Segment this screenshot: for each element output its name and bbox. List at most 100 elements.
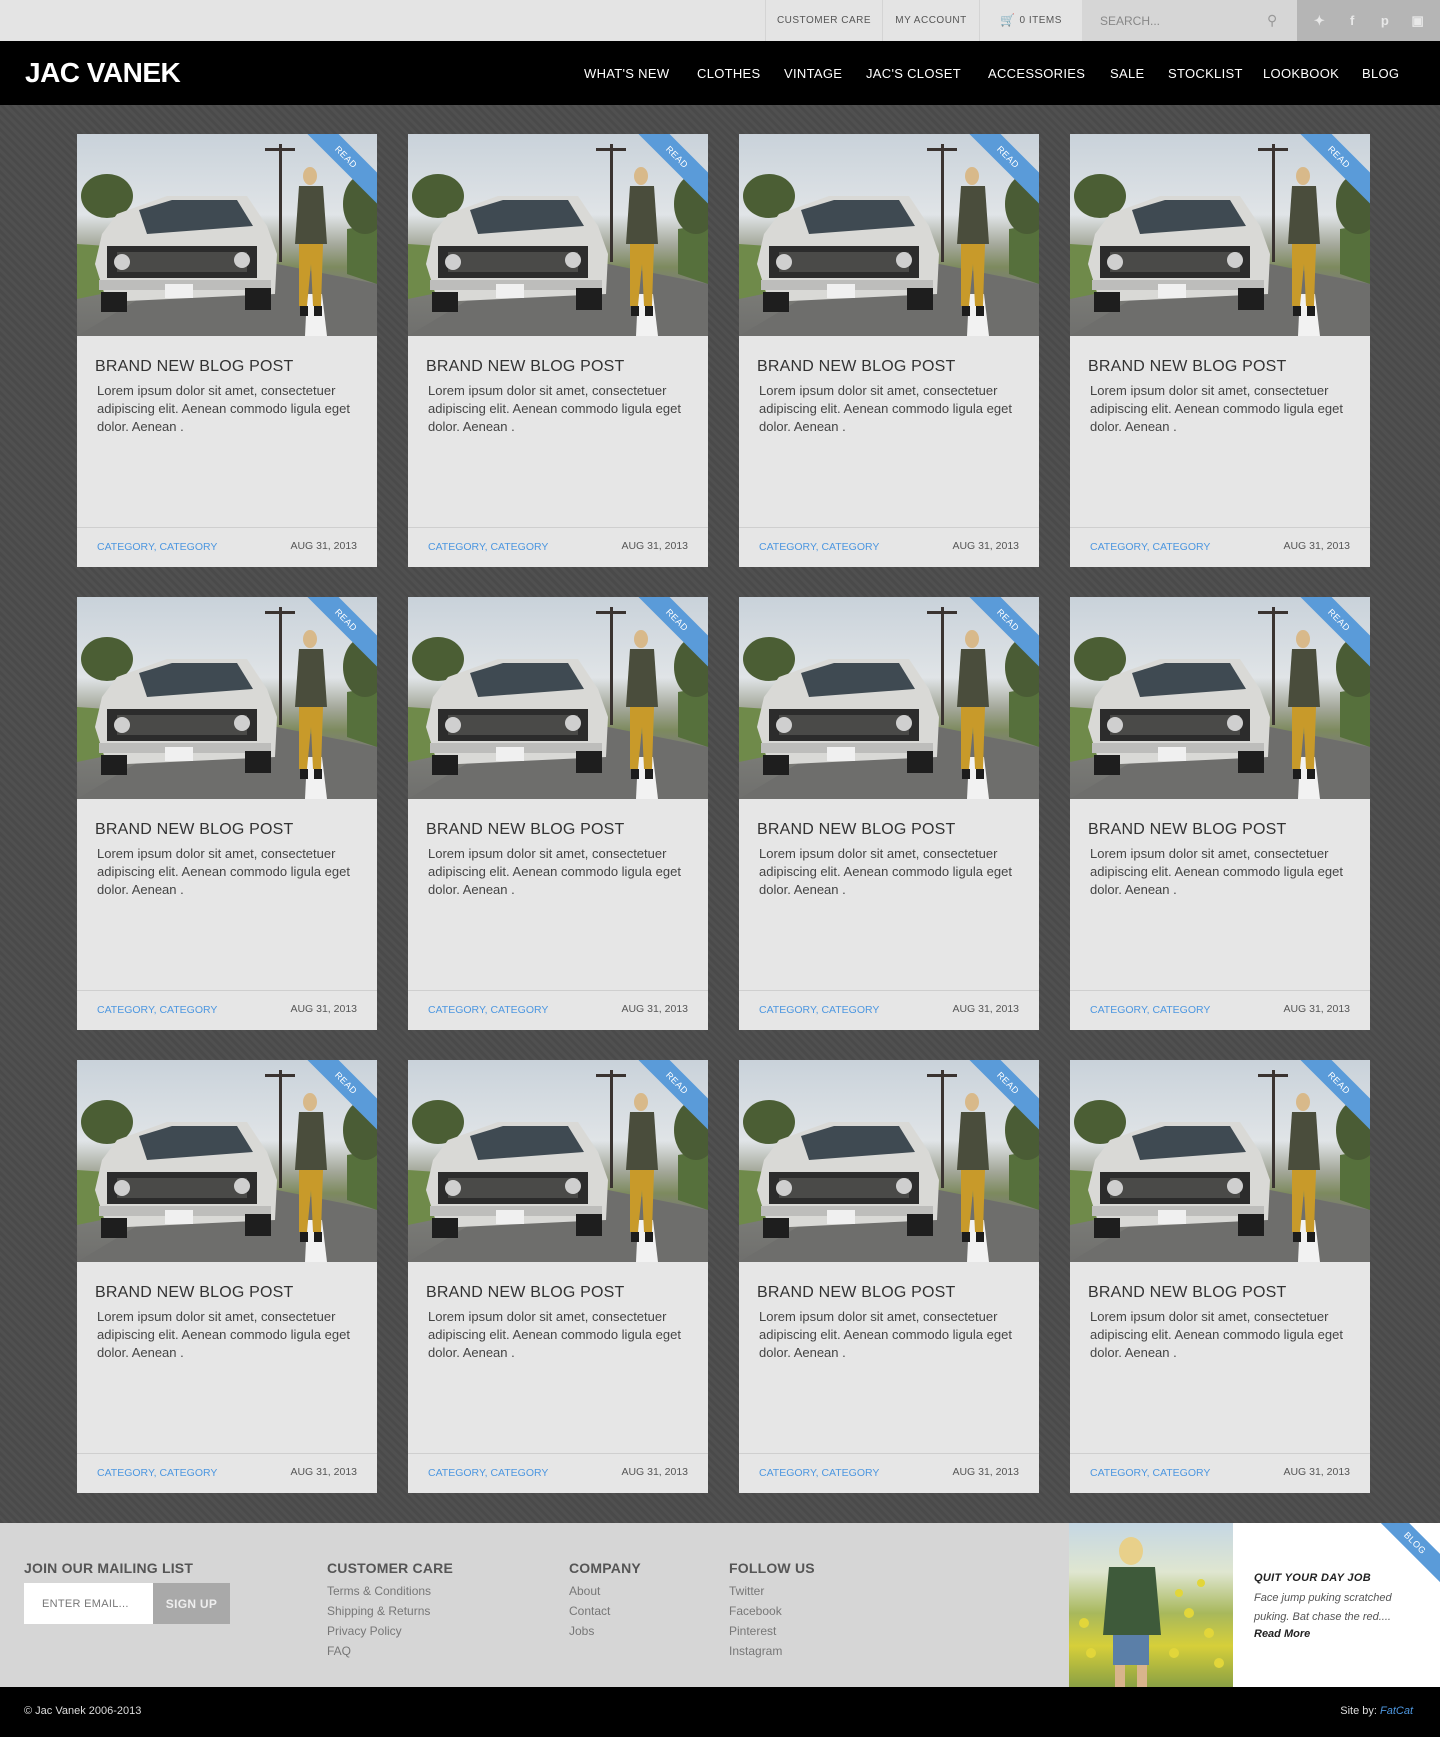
blog-card-title[interactable]: BRAND NEW BLOG POST: [1088, 821, 1287, 838]
email-field[interactable]: [24, 1583, 153, 1624]
pinterest-icon[interactable]: p: [1380, 13, 1389, 28]
blog-card-categories: CATEGORY, CATEGORY: [1090, 1467, 1211, 1479]
category-link[interactable]: CATEGORY: [1152, 1004, 1211, 1016]
blog-card-categories: CATEGORY, CATEGORY: [759, 1467, 880, 1479]
blog-card[interactable]: READ BRAND NEW BLOG POST Lorem ipsum dol…: [408, 134, 708, 567]
nav-blog[interactable]: BLOG: [1362, 66, 1400, 81]
footer-link-twitter[interactable]: Twitter: [729, 1584, 765, 1598]
blog-card-image[interactable]: READ: [739, 597, 1039, 799]
blog-card-title[interactable]: BRAND NEW BLOG POST: [757, 1284, 956, 1301]
blog-card-title[interactable]: BRAND NEW BLOG POST: [757, 821, 956, 838]
category-link[interactable]: CATEGORY: [1152, 1467, 1211, 1479]
category-link[interactable]: CATEGORY: [428, 1004, 485, 1016]
customer-care-link[interactable]: CUSTOMER CARE: [765, 0, 882, 41]
blog-card[interactable]: READ BRAND NEW BLOG POST Lorem ipsum dol…: [739, 134, 1039, 567]
category-link[interactable]: CATEGORY: [97, 541, 154, 553]
nav-lookbook[interactable]: LOOKBOOK: [1263, 66, 1340, 81]
site-credit-link[interactable]: FatCat: [1379, 1705, 1413, 1717]
nav-stocklist[interactable]: STOCKLIST: [1168, 66, 1243, 81]
category-link[interactable]: CATEGORY: [821, 541, 880, 553]
blog-card-title[interactable]: BRAND NEW BLOG POST: [95, 358, 294, 375]
footer-link-privacy[interactable]: Privacy Policy: [327, 1624, 402, 1638]
blog-card-title[interactable]: BRAND NEW BLOG POST: [1088, 358, 1287, 375]
blog-card-image[interactable]: READ: [408, 597, 708, 799]
blog-card-title[interactable]: BRAND NEW BLOG POST: [757, 358, 956, 375]
category-link[interactable]: CATEGORY: [490, 1467, 549, 1479]
category-link[interactable]: CATEGORY: [428, 1467, 485, 1479]
twitter-icon[interactable]: ✦: [1313, 12, 1325, 28]
instagram-icon[interactable]: ▣: [1411, 12, 1424, 28]
category-link[interactable]: CATEGORY: [1090, 1004, 1147, 1016]
blog-card[interactable]: READ BRAND NEW BLOG POST Lorem ipsum dol…: [1070, 597, 1370, 1030]
nav-accessories[interactable]: ACCESSORIES: [988, 66, 1086, 81]
read-more-link[interactable]: Read More: [1254, 1628, 1311, 1640]
cart-icon: 🛒: [1000, 13, 1016, 27]
blog-card-image[interactable]: READ: [1070, 597, 1370, 799]
promo-title[interactable]: QUIT YOUR DAY JOB: [1254, 1572, 1371, 1584]
blog-card-title[interactable]: BRAND NEW BLOG POST: [1088, 1284, 1287, 1301]
category-link[interactable]: CATEGORY: [759, 1004, 816, 1016]
nav-jacs-closet[interactable]: JAC'S CLOSET: [866, 66, 961, 81]
category-link[interactable]: CATEGORY: [159, 1004, 218, 1016]
footer-link-pinterest[interactable]: Pinterest: [729, 1624, 777, 1638]
category-link[interactable]: CATEGORY: [821, 1004, 880, 1016]
blog-card-image[interactable]: READ: [1070, 134, 1370, 336]
blog-card[interactable]: READ BRAND NEW BLOG POST Lorem ipsum dol…: [408, 1060, 708, 1493]
blog-card-image[interactable]: READ: [739, 1060, 1039, 1262]
nav-clothes[interactable]: CLOTHES: [697, 66, 761, 81]
nav-whats-new[interactable]: WHAT'S NEW: [584, 66, 670, 81]
blog-card[interactable]: READ BRAND NEW BLOG POST Lorem ipsum dol…: [739, 1060, 1039, 1493]
site-logo[interactable]: JAC VANEK: [25, 57, 181, 88]
footer-link-instagram[interactable]: Instagram: [729, 1644, 783, 1658]
blog-card[interactable]: READ BRAND NEW BLOG POST Lorem ipsum dol…: [739, 597, 1039, 1030]
promo-image[interactable]: [1069, 1523, 1233, 1687]
nav-sale[interactable]: SALE: [1110, 66, 1145, 81]
category-link[interactable]: CATEGORY: [759, 541, 816, 553]
category-link[interactable]: CATEGORY: [428, 541, 485, 553]
category-link[interactable]: CATEGORY: [821, 1467, 880, 1479]
blog-card-image[interactable]: READ: [408, 134, 708, 336]
my-account-link[interactable]: MY ACCOUNT: [882, 0, 979, 41]
blog-card[interactable]: READ BRAND NEW BLOG POST Lorem ipsum dol…: [77, 134, 377, 567]
category-link[interactable]: CATEGORY: [759, 1467, 816, 1479]
footer-link-jobs[interactable]: Jobs: [569, 1624, 595, 1638]
blog-card-image[interactable]: READ: [77, 1060, 377, 1262]
footer-link-faq[interactable]: FAQ: [327, 1644, 352, 1658]
blog-card-image[interactable]: READ: [739, 134, 1039, 336]
blog-card[interactable]: READ BRAND NEW BLOG POST Lorem ipsum dol…: [77, 597, 377, 1030]
blog-card-title[interactable]: BRAND NEW BLOG POST: [426, 1284, 625, 1301]
category-link[interactable]: CATEGORY: [97, 1467, 154, 1479]
category-link[interactable]: CATEGORY: [159, 1467, 218, 1479]
footer-link-shipping[interactable]: Shipping & Returns: [327, 1604, 431, 1618]
signup-button[interactable]: SIGN UP: [153, 1583, 230, 1624]
category-link[interactable]: CATEGORY: [1090, 1467, 1147, 1479]
facebook-icon[interactable]: f: [1349, 13, 1355, 28]
blog-card-excerpt: Lorem ipsum dolor sit amet, consectetuer…: [428, 1309, 681, 1360]
category-link[interactable]: CATEGORY: [490, 1004, 549, 1016]
footer-link-terms[interactable]: Terms & Conditions: [327, 1584, 432, 1598]
blog-card-title[interactable]: BRAND NEW BLOG POST: [426, 821, 625, 838]
nav-vintage[interactable]: VINTAGE: [784, 66, 843, 81]
blog-card-title[interactable]: BRAND NEW BLOG POST: [95, 1284, 294, 1301]
blog-card-image[interactable]: READ: [77, 597, 377, 799]
blog-card-image[interactable]: READ: [408, 1060, 708, 1262]
blog-card-image[interactable]: READ: [1070, 1060, 1370, 1262]
blog-card[interactable]: READ BRAND NEW BLOG POST Lorem ipsum dol…: [1070, 1060, 1370, 1493]
blog-card-title[interactable]: BRAND NEW BLOG POST: [95, 821, 294, 838]
blog-card[interactable]: READ BRAND NEW BLOG POST Lorem ipsum dol…: [77, 1060, 377, 1493]
blog-card[interactable]: READ BRAND NEW BLOG POST Lorem ipsum dol…: [1070, 134, 1370, 567]
category-link[interactable]: CATEGORY: [159, 541, 218, 553]
category-link[interactable]: CATEGORY: [1090, 541, 1147, 553]
category-link[interactable]: CATEGORY: [1152, 541, 1211, 553]
blog-card-title[interactable]: BRAND NEW BLOG POST: [426, 358, 625, 375]
footer-link-about[interactable]: About: [569, 1584, 601, 1598]
blog-card[interactable]: READ BRAND NEW BLOG POST Lorem ipsum dol…: [408, 597, 708, 1030]
cart-link[interactable]: 🛒 0 ITEMS: [979, 0, 1082, 41]
footer-link-contact[interactable]: Contact: [569, 1604, 611, 1618]
category-link[interactable]: CATEGORY: [490, 541, 549, 553]
search-input[interactable]: [1100, 0, 1260, 41]
search-icon[interactable]: ⚲: [1267, 12, 1278, 28]
footer-link-facebook[interactable]: Facebook: [729, 1604, 782, 1618]
category-link[interactable]: CATEGORY: [97, 1004, 154, 1016]
blog-card-image[interactable]: READ: [77, 134, 377, 336]
